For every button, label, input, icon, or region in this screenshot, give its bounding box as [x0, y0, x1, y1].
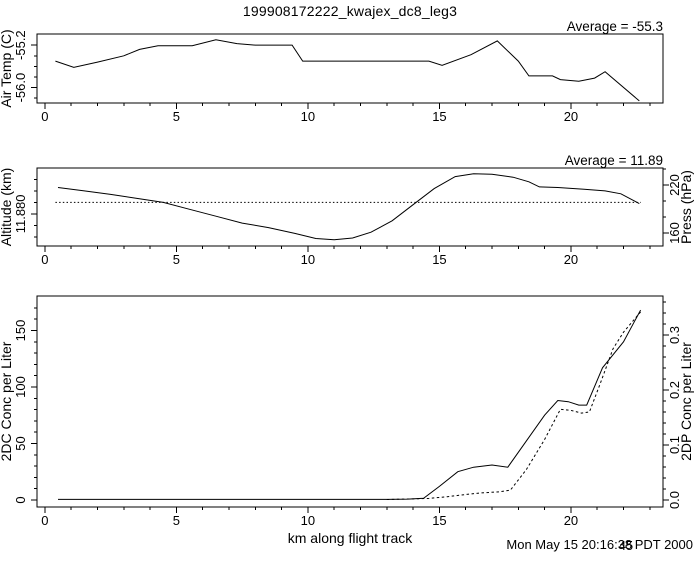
y2-axis-title-altitude: Press (hPa) — [678, 170, 694, 244]
x-tick-label-altitude: 15 — [432, 252, 446, 267]
y-tick-label-altitude: 11.880 — [13, 194, 28, 233]
series-line-2dc-conc — [58, 309, 642, 500]
y-tick-label-concentration: 150 — [13, 320, 28, 342]
y2-tick-label-altitude: 160 — [667, 222, 682, 244]
y2-axis-title-concentration: 2DP Conc per Liter — [678, 342, 694, 461]
timestamp: Mon May 15 20:16:3845 PDT 2000 — [506, 537, 693, 553]
timestamp-seconds-b: 45 — [618, 537, 634, 553]
x-axis-title: km along flight track — [287, 530, 413, 546]
y-axis-title-altitude: Altitude (km) — [0, 168, 14, 247]
y-axis-title-air-temp: Air Temp (C) — [0, 29, 14, 107]
y-tick-label-concentration: 100 — [13, 376, 28, 398]
panel-frame-air-temp — [36, 33, 664, 104]
plot-title: 199908172222_kwajex_dc8_leg3 — [242, 3, 458, 19]
x-tick-label-air-temp: 20 — [564, 109, 578, 124]
x-tick-label-concentration: 10 — [301, 513, 315, 528]
timestamp-suffix: PDT 2000 — [634, 537, 693, 552]
y-tick-label-concentration: 0 — [13, 496, 28, 503]
x-tick-label-concentration: 0 — [41, 513, 48, 528]
y2-tick-label-concentration: 0.3 — [667, 326, 682, 344]
y-axis-title-concentration: 2DC Conc per Liter — [0, 341, 14, 461]
y-tick-label-air-temp: -56.0 — [13, 73, 28, 103]
x-tick-label-concentration: 5 — [173, 513, 180, 528]
x-tick-label-altitude: 10 — [301, 252, 315, 267]
series-line-altitude — [57, 173, 640, 241]
x-tick-label-concentration: 20 — [564, 513, 578, 528]
average-annotation-air-temp: Average = -55.3 — [567, 19, 663, 34]
x-tick-label-altitude: 5 — [173, 252, 180, 267]
timestamp-seconds-overprint: 3845 — [617, 537, 634, 553]
y2-tick-label-altitude: 220 — [667, 174, 682, 196]
x-tick-label-air-temp: 5 — [173, 109, 180, 124]
y2-tick-label-concentration: 0.1 — [667, 436, 682, 454]
y-tick-label-air-temp: -55.2 — [13, 30, 28, 60]
y2-tick-label-concentration: 0.2 — [667, 381, 682, 399]
y-tick-label-concentration: 50 — [13, 436, 28, 450]
series-line-2dp-conc — [386, 311, 641, 500]
x-tick-label-concentration: 15 — [432, 513, 446, 528]
series-line-air-temp — [55, 39, 640, 102]
x-tick-label-air-temp: 0 — [41, 109, 48, 124]
timestamp-seconds-a: 38 — [617, 537, 633, 552]
x-tick-label-air-temp: 15 — [432, 109, 446, 124]
x-tick-label-altitude: 0 — [41, 252, 48, 267]
y2-tick-label-concentration: 0.0 — [667, 491, 682, 509]
average-annotation-altitude: Average = 11.89 — [565, 153, 663, 168]
x-tick-label-air-temp: 10 — [301, 109, 315, 124]
panel-frame-altitude — [36, 167, 664, 247]
x-tick-label-altitude: 20 — [564, 252, 578, 267]
timestamp-prefix: Mon May 15 20:16: — [506, 537, 618, 552]
